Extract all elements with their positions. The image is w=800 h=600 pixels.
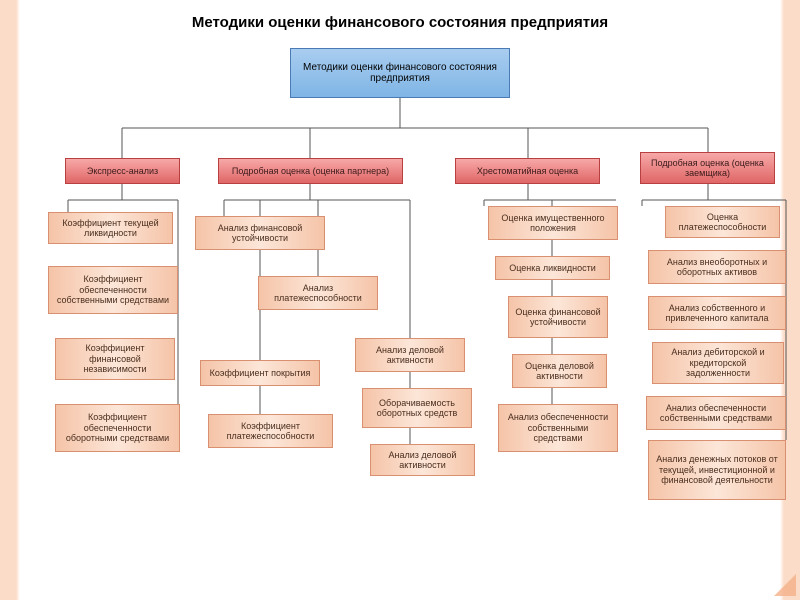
page-title: Методики оценки финансового состояния пр…	[0, 14, 800, 31]
leaf-node-4: Анализ финансовой устойчивости	[195, 216, 325, 250]
leaf-node-18: Анализ собственного и привлеченного капи…	[648, 296, 786, 330]
leaf-node-12: Оценка ликвидности	[495, 256, 610, 280]
leaf-node-21: Анализ денежных потоков от текущей, инве…	[648, 440, 786, 500]
leaf-node-11: Оценка имущественного положения	[488, 206, 618, 240]
leaf-node-5: Анализ платежеспособности	[258, 276, 378, 310]
leaf-node-14: Оценка деловой активности	[512, 354, 607, 388]
category-node-2: Хрестоматийная оценка	[455, 158, 600, 184]
leaf-node-13: Оценка финансовой устойчивости	[508, 296, 608, 338]
category-node-0: Экспресс-анализ	[65, 158, 180, 184]
leaf-node-8: Анализ деловой активности	[355, 338, 465, 372]
leaf-node-3: Коэффициент обеспеченности оборотными ср…	[55, 404, 180, 452]
leaf-node-17: Анализ внеоборотных и оборотных активов	[648, 250, 786, 284]
leaf-node-7: Коэффициент платежеспособности	[208, 414, 333, 448]
leaf-node-2: Коэффициент финансовой независимости	[55, 338, 175, 380]
leaf-node-19: Анализ дебиторской и кредиторской задолж…	[652, 342, 784, 384]
leaf-node-15: Анализ обеспеченности собственными средс…	[498, 404, 618, 452]
leaf-node-0: Коэффициент текущей ликвидности	[48, 212, 173, 244]
page-corner-fold	[774, 574, 796, 596]
leaf-node-10: Анализ деловой активности	[370, 444, 475, 476]
leaf-node-1: Коэффициент обеспеченности собственными …	[48, 266, 178, 314]
root-node: Методики оценки финансового состояния пр…	[290, 48, 510, 98]
leaf-node-9: Оборачиваемость оборотных средств	[362, 388, 472, 428]
category-node-3: Подробная оценка (оценка заемщика)	[640, 152, 775, 184]
leaf-node-6: Коэффициент покрытия	[200, 360, 320, 386]
leaf-node-20: Анализ обеспеченности собственными средс…	[646, 396, 786, 430]
category-node-1: Подробная оценка (оценка партнера)	[218, 158, 403, 184]
leaf-node-16: Оценка платежеспособности	[665, 206, 780, 238]
